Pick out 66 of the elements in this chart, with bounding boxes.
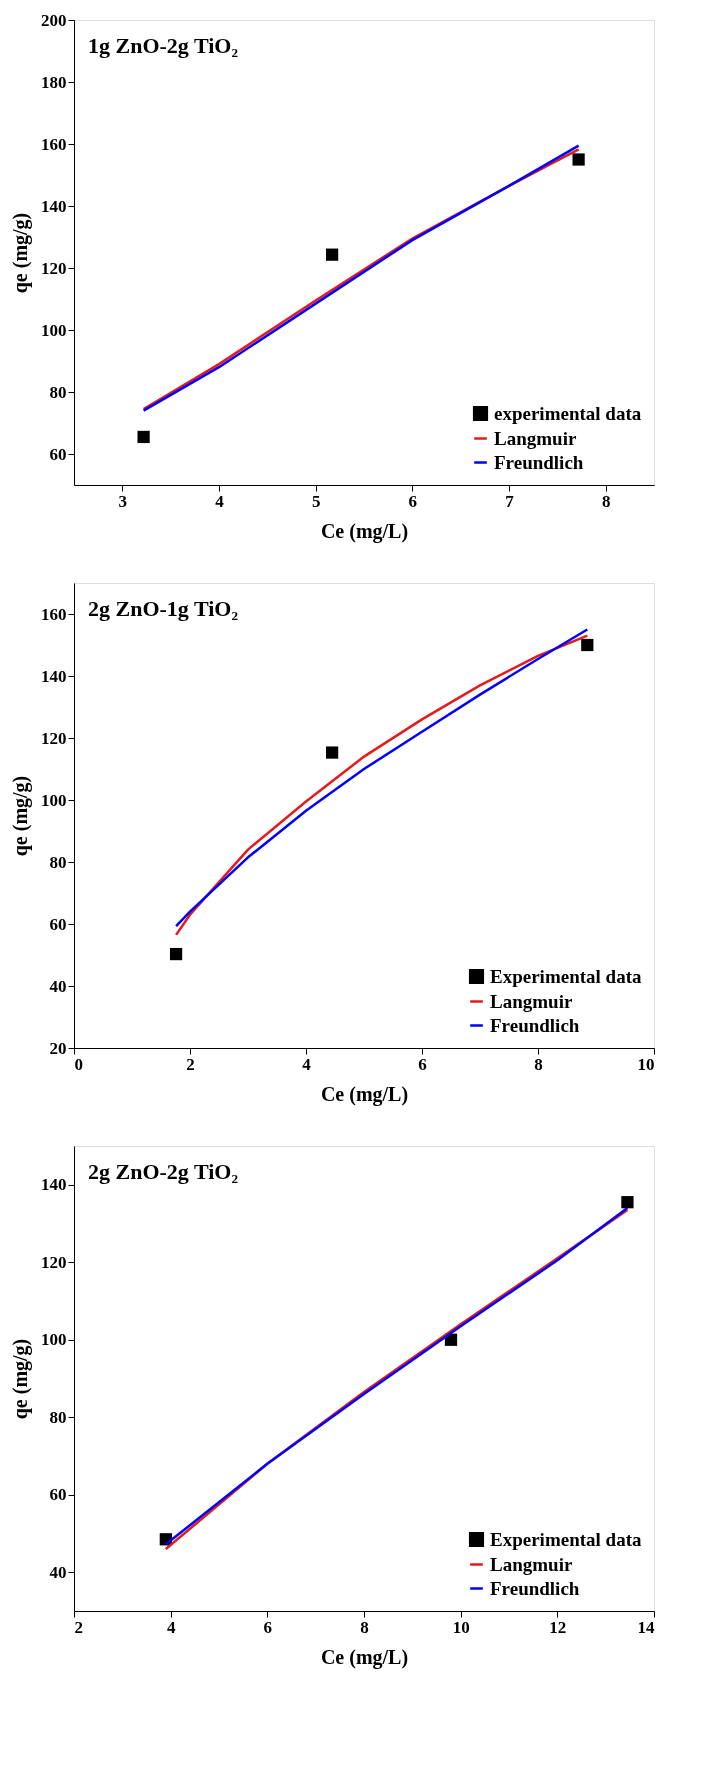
y-tick-label: 120 (41, 728, 67, 748)
x-tick-label: 6 (263, 1617, 273, 1637)
x-tick-label: 4 (302, 1054, 312, 1074)
y-tick-label: 20 (49, 1038, 67, 1058)
point (581, 638, 594, 652)
point (169, 947, 183, 961)
x-tick-label: 5 (311, 491, 321, 511)
y-tick-label: 180 (41, 72, 67, 92)
point (325, 248, 339, 261)
legend-label: Langmuir (490, 1553, 573, 1575)
y-tick-label: 100 (41, 320, 67, 340)
x-tick-label: 7 (505, 491, 515, 511)
x-tick-label: 8 (534, 1054, 543, 1074)
y-axis-title: qe (mg/g) (9, 775, 32, 857)
x-tick-label: 6 (418, 1054, 427, 1074)
legend-label: Langmuir (490, 990, 573, 1012)
x-tick-label: 10 (637, 1054, 655, 1074)
point (325, 746, 339, 759)
legend-label: Freundlich (494, 451, 584, 473)
legend-label: Experimental data (490, 1528, 642, 1550)
x-tick-label: 3 (118, 491, 128, 511)
y-tick-label: 140 (41, 196, 67, 216)
y-tick-label: 40 (49, 1562, 67, 1582)
y-tick-label: 120 (41, 258, 67, 278)
y-tick-label: 160 (41, 134, 67, 154)
y-tick-label: 60 (49, 1485, 67, 1505)
x-tick-label: 6 (408, 491, 418, 511)
annotation: 2g ZnO-2g TiO₂ (88, 1159, 239, 1184)
x-axis-title: Ce (mg/L) (320, 1645, 409, 1669)
x-tick-label: 0 (74, 1054, 83, 1074)
y-tick-label: 40 (49, 976, 67, 996)
y-tick-label: 120 (41, 1252, 67, 1272)
y-tick-label: 200 (41, 10, 67, 30)
legend-label: experimental data (494, 402, 642, 424)
x-tick-label: 2 (186, 1054, 195, 1074)
x-tick-label: 4 (166, 1617, 176, 1637)
x-tick-label: 10 (452, 1617, 470, 1637)
legend-label: Langmuir (494, 427, 577, 449)
y-tick-label: 80 (49, 1407, 67, 1427)
x-tick-label: 4 (215, 491, 225, 511)
legend-label: Freundlich (490, 1014, 580, 1036)
x-tick-label: 14 (637, 1617, 655, 1637)
legend-label: Freundlich (490, 1577, 580, 1599)
y-tick-label: 100 (41, 790, 67, 810)
y-axis-title: qe (mg/g) (9, 1338, 32, 1420)
annotation: 1g ZnO-2g TiO₂ (88, 33, 239, 58)
y-tick-label: 160 (41, 604, 67, 624)
annotation: 2g ZnO-1g TiO₂ (88, 596, 239, 621)
legend-label: Experimental data (490, 965, 642, 987)
y-tick-label: 60 (49, 914, 67, 934)
x-axis-title: Ce (mg/L) (320, 1082, 409, 1106)
x-axis-title: Ce (mg/L) (320, 519, 409, 543)
point (572, 153, 585, 166)
y-tick-label: 80 (49, 382, 67, 402)
point (137, 430, 150, 444)
x-tick-label: 2 (74, 1617, 83, 1637)
x-tick-label: 12 (549, 1617, 567, 1637)
y-tick-label: 140 (41, 1175, 67, 1195)
point (621, 1196, 634, 1209)
y-tick-label: 80 (49, 852, 67, 872)
x-tick-label: 8 (360, 1617, 369, 1637)
y-tick-label: 140 (41, 666, 67, 686)
y-axis-title: qe (mg/g) (9, 212, 32, 294)
x-tick-label: 8 (601, 491, 611, 511)
y-tick-label: 100 (41, 1330, 67, 1350)
y-tick-label: 60 (49, 444, 67, 464)
